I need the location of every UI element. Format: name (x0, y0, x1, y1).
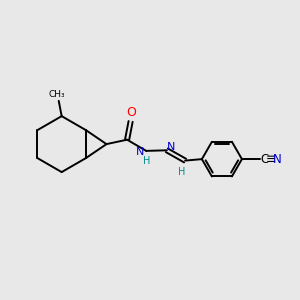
Text: N: N (272, 153, 281, 166)
Text: N: N (167, 142, 175, 152)
Text: H: H (178, 167, 186, 177)
Text: H: H (142, 156, 150, 166)
Text: ≡: ≡ (266, 153, 277, 166)
Text: C: C (261, 153, 269, 166)
Text: O: O (126, 106, 136, 119)
Text: N: N (136, 147, 144, 158)
Text: CH₃: CH₃ (48, 90, 65, 99)
